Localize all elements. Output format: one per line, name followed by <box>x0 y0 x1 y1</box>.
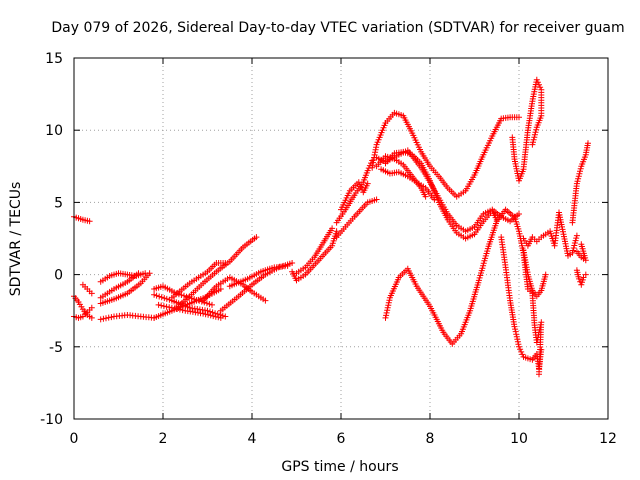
x-tick-label: 10 <box>510 431 528 447</box>
y-tick-label: -10 <box>40 412 63 428</box>
series-track-t35 <box>573 267 589 288</box>
series-track-t13 <box>168 260 229 301</box>
series-track-t18 <box>289 228 340 284</box>
x-tick-label: 8 <box>426 431 435 447</box>
series-track-t17 <box>226 262 291 290</box>
series-track-t7 <box>97 270 153 307</box>
x-tick-label: 12 <box>599 431 617 447</box>
x-tick-label: 4 <box>248 431 257 447</box>
y-tick-label: -5 <box>49 340 63 356</box>
y-axis-label: SDTVAR / TECUs <box>8 182 24 297</box>
x-tick-label: 2 <box>159 431 168 447</box>
x-tick-label: 0 <box>70 431 79 447</box>
series-track-t26 <box>378 166 438 203</box>
series-track-t23 <box>369 109 522 200</box>
series-track-t31 <box>509 76 545 184</box>
series-track-t32 <box>520 209 580 259</box>
y-tick-label: 5 <box>54 195 63 211</box>
y-tick-label: 15 <box>45 51 63 67</box>
series-track-t19 <box>293 225 336 277</box>
chart-title: Day 079 of 2026, Sidereal Day-to-day VTE… <box>51 20 624 36</box>
series-track-t6 <box>97 270 142 301</box>
series-track-t8 <box>97 312 158 323</box>
axis-ticks: 0 2 4 6 8 10 12 -10 -5 0 5 10 15 <box>40 51 617 447</box>
series-track-t14 <box>173 234 260 311</box>
series-track-t36 <box>573 241 589 264</box>
series-track-t22 <box>338 179 371 213</box>
series-track-t28 <box>382 206 516 347</box>
series-track-t20 <box>333 196 380 241</box>
grid-lines <box>74 58 608 419</box>
series-track-t27 <box>382 148 500 242</box>
series-track-t33 <box>520 247 549 300</box>
x-axis-label: GPS time / hours <box>281 459 398 475</box>
plot-frame <box>73 57 609 420</box>
y-tick-label: 0 <box>54 268 63 284</box>
data-markers <box>71 76 591 378</box>
series-track-t21 <box>333 157 376 226</box>
y-tick-label: 10 <box>45 123 63 139</box>
series-track-t34 <box>569 140 591 226</box>
series-track-t4 <box>79 281 95 297</box>
series-track-t29 <box>498 234 545 372</box>
x-tick-label: 6 <box>337 431 346 447</box>
